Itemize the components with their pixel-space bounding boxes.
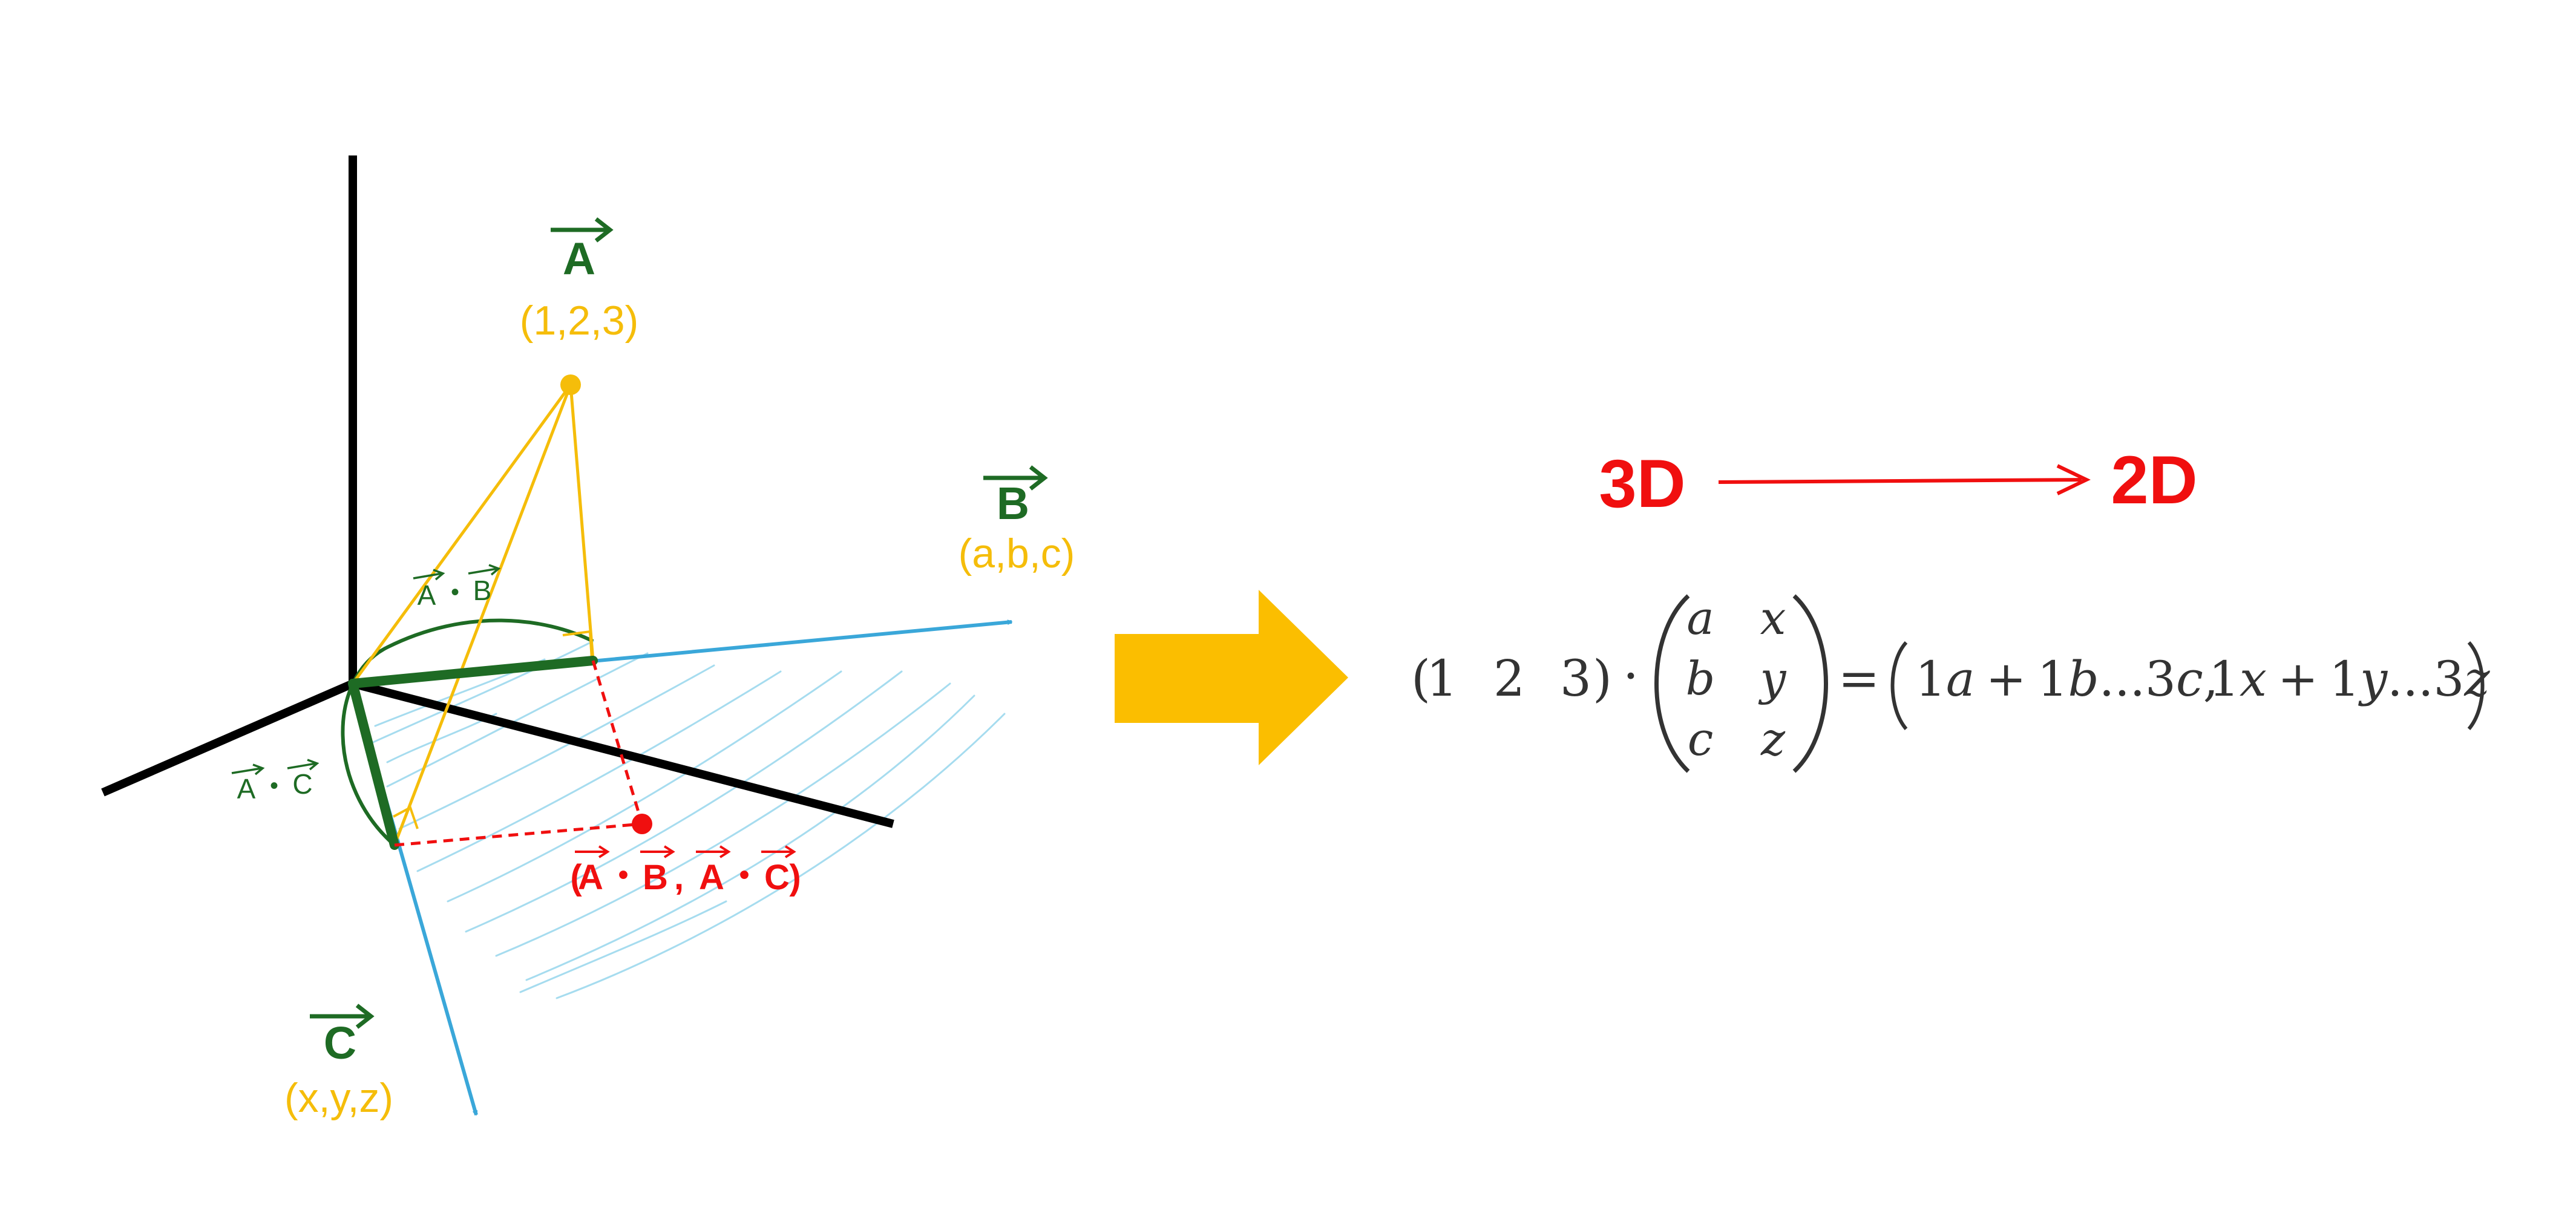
matrix-a: a (1686, 591, 1714, 645)
row-entry-2: 2 (1493, 650, 1525, 708)
proj-comma: , (674, 858, 684, 897)
dimension-reduction-header: 3D 2D (1599, 442, 2197, 521)
label-vector-a: A (1,2,3) (520, 217, 639, 344)
dot-ac-right: C (292, 768, 312, 800)
label-dot-ab: A • B (413, 564, 501, 611)
dot-ac-left: A (237, 773, 256, 805)
label-dot-ac: A • C (231, 759, 320, 805)
diagram-3d: A (1,2,3) B (a,b,c) C (x,y,z) A • B (101, 155, 1075, 1121)
dot-operator: · (1623, 648, 1639, 705)
dot-ab-right: B (473, 575, 492, 606)
matrix-x: x (1760, 591, 1786, 645)
equals-sign: = (1838, 650, 1880, 708)
row-entry-3: 3 (1560, 650, 1591, 708)
projected-point-guides (394, 660, 644, 847)
label-vector-b: B (a,b,c) (959, 465, 1075, 577)
result-left-paren (1890, 641, 1908, 730)
axis-right (352, 679, 894, 828)
vector-c-coords: (x,y,z) (284, 1075, 393, 1121)
projected-point (632, 814, 652, 834)
dot-ab-dot: • (451, 579, 459, 606)
result-right-paren (2467, 641, 2485, 730)
matrix-left-paren (1654, 594, 1690, 773)
vector-c-name: C (324, 1018, 356, 1068)
vector-b-coords: (a,b,c) (959, 531, 1075, 577)
red-arrow-head (2056, 464, 2091, 495)
right-angle-mark-b (562, 630, 593, 660)
label-projected-coords: ( A • B , A • C ) (570, 845, 801, 897)
result-second-component: 1x +1y...3z (2209, 651, 2490, 707)
label-2d: 2D (2111, 442, 2197, 518)
plane-hatching (368, 640, 1006, 999)
projection-on-c (348, 679, 399, 850)
proj-b1: B (643, 858, 668, 897)
axis-left (101, 679, 355, 797)
matrix-b: b (1686, 652, 1716, 705)
svg-text:(: ( (1411, 650, 1431, 708)
proj-a2: A (699, 858, 724, 897)
projection-on-b (348, 656, 598, 688)
matrix-z: z (1760, 712, 1786, 766)
big-right-arrow (1115, 590, 1348, 765)
row-entry-1: 1 (1426, 650, 1458, 708)
right-angle-mark-c (393, 806, 419, 829)
projection-lines-a (351, 384, 595, 846)
proj-open: ( (570, 858, 582, 897)
matrix-right-paren (1792, 594, 1828, 773)
point-a (560, 374, 581, 395)
label-3d: 3D (1599, 446, 1685, 521)
matrix-y: y (1758, 652, 1787, 705)
svg-text:): ) (1593, 650, 1612, 708)
red-arrow-line (1718, 478, 2082, 484)
vector-a-name: A (563, 233, 595, 284)
angle-arc (341, 618, 594, 847)
coordinate-axes (101, 155, 894, 828)
vector-b-name: B (997, 478, 1029, 529)
dot-ab-left: A (418, 580, 436, 611)
proj-c2: C (764, 858, 790, 897)
dot-ac-dot: • (270, 773, 278, 799)
proj-close: ) (789, 858, 801, 897)
proj-dot2: • (739, 859, 750, 891)
projection-equation: ( 1 2 3 ) · a x b y c z = 1a +1b...3c, 1x… (1411, 591, 2490, 773)
matrix-c: c (1688, 712, 1714, 766)
proj-a1: A (578, 858, 603, 897)
vector-a-coords: (1,2,3) (520, 298, 639, 344)
label-vector-c: C (x,y,z) (284, 1004, 393, 1121)
proj-dot1: • (618, 859, 629, 891)
result-first-component: 1a +1b...3c, (1915, 651, 2218, 707)
